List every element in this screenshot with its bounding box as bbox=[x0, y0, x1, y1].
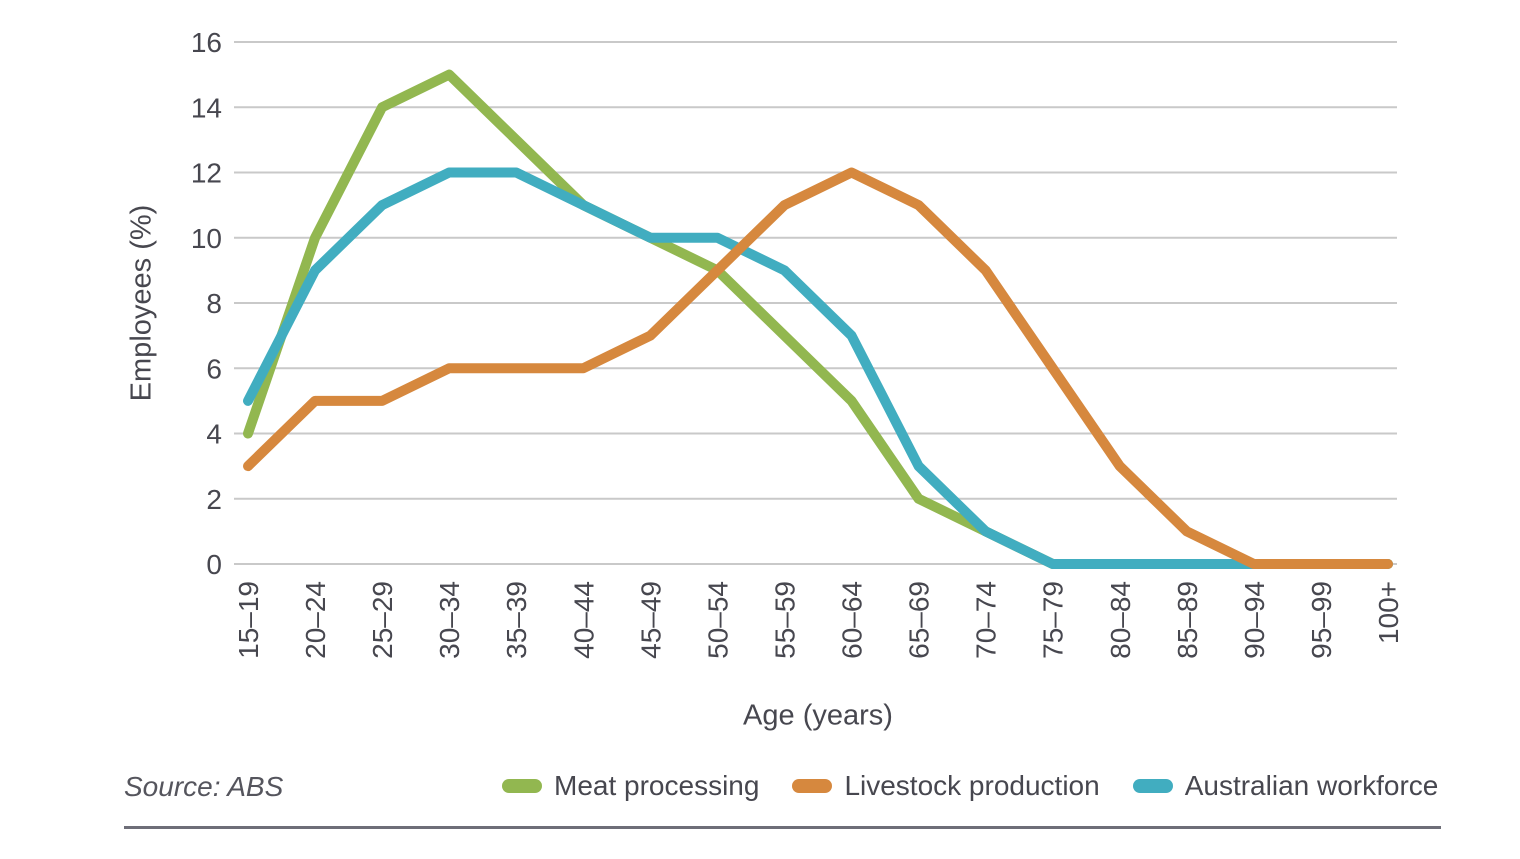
legend-label: Australian workforce bbox=[1184, 770, 1439, 801]
x-tick-label: 50–54 bbox=[702, 581, 733, 659]
x-tick-label: 100+ bbox=[1373, 581, 1404, 644]
y-tick-label: 12 bbox=[191, 158, 222, 189]
x-tick-label: 75–79 bbox=[1038, 581, 1069, 659]
y-tick-label: 0 bbox=[206, 549, 222, 580]
source-note: Source: ABS bbox=[124, 771, 284, 802]
x-tick-label: 65–69 bbox=[904, 581, 935, 659]
series-line-livestock-production bbox=[243, 167, 1393, 569]
x-tick-label: 70–74 bbox=[971, 581, 1002, 659]
y-tick-label: 14 bbox=[191, 92, 222, 123]
y-tick-label: 8 bbox=[206, 288, 222, 319]
y-tick-label: 16 bbox=[191, 27, 222, 58]
x-tick-label: 95–99 bbox=[1306, 581, 1337, 659]
legend-item-livestock-production: Livestock production bbox=[792, 770, 1100, 802]
x-tick-label: 90–94 bbox=[1239, 581, 1270, 659]
chart-legend: Meat processing Livestock production Aus… bbox=[502, 770, 1438, 802]
y-tick-label: 4 bbox=[206, 419, 222, 450]
x-tick-label: 45–49 bbox=[635, 581, 666, 659]
x-tick-label: 25–29 bbox=[367, 581, 398, 659]
australian-workforce-swatch-icon bbox=[1132, 779, 1173, 793]
livestock-production-swatch-icon bbox=[792, 779, 833, 793]
legend-label: Meat processing bbox=[554, 770, 760, 801]
meat-processing-swatch-icon bbox=[502, 779, 542, 793]
legend-label: Livestock production bbox=[844, 770, 1100, 801]
x-tick-label: 15–19 bbox=[233, 581, 264, 659]
age-distribution-line-chart: 0 2 4 6 8 10 12 14 16 15–19 20–24 25–29 30–34 35–39 40… bbox=[191, 27, 1404, 659]
y-axis-title: Employees (%) bbox=[125, 204, 158, 402]
series-line-meat-processing bbox=[243, 69, 1393, 569]
legend-item-meat-processing: Meat processing bbox=[502, 770, 759, 802]
x-tick-label: 30–34 bbox=[434, 581, 465, 659]
x-tick-label: 60–64 bbox=[837, 581, 868, 659]
x-tick-label: 80–84 bbox=[1105, 581, 1136, 659]
x-tick-label: 85–89 bbox=[1172, 581, 1203, 659]
series-line-australian-workforce bbox=[243, 167, 1393, 569]
x-tick-label: 40–44 bbox=[568, 581, 599, 659]
x-tick-label: 55–59 bbox=[769, 581, 800, 659]
y-tick-label: 2 bbox=[206, 484, 222, 515]
legend-item-australian-workforce: Australian workforce bbox=[1132, 770, 1439, 802]
x-tick-label: 20–24 bbox=[300, 581, 331, 659]
x-tick-label: 35–39 bbox=[501, 581, 532, 659]
bottom-divider bbox=[124, 826, 1441, 829]
y-tick-label: 6 bbox=[206, 353, 222, 384]
y-tick-label: 10 bbox=[191, 223, 222, 254]
x-axis-title: Age (years) bbox=[743, 699, 893, 732]
